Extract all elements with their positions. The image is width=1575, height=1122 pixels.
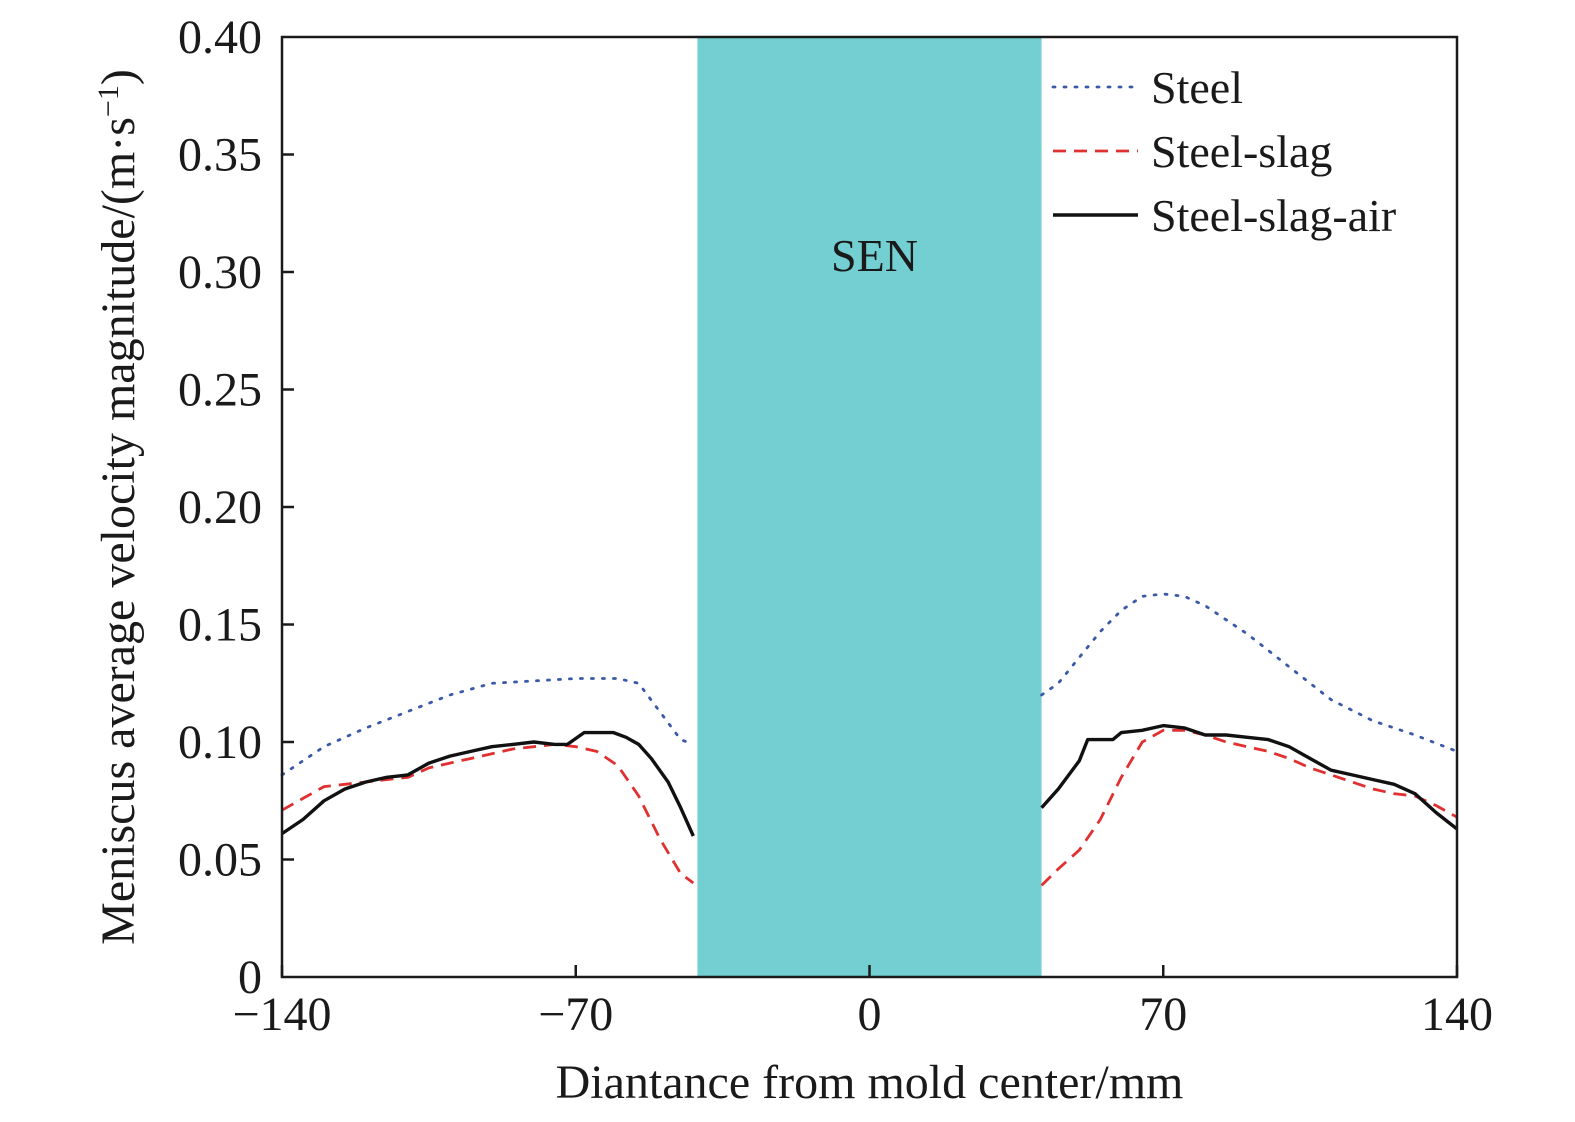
series-line-segment [281, 730, 695, 837]
series-line-segment [1040, 723, 1459, 831]
legend-label: Steel [1151, 62, 1243, 113]
series-layer [280, 592, 1459, 887]
y-tick-label: 0.05 [178, 834, 262, 887]
x-tick-label: −140 [232, 988, 331, 1041]
legend: Steel Steel-slag Steel-slag-air [1051, 62, 1396, 241]
y-tick-label: 0 [238, 951, 262, 1004]
legend-item: Steel [1051, 62, 1243, 113]
series-steel [280, 592, 1459, 777]
y-axis-title-superscript: −1 [92, 85, 125, 117]
x-tick-label: 0 [858, 988, 882, 1041]
series-line-segment [1040, 592, 1459, 753]
x-axis-title: Diantance from mold center/mm [556, 1056, 1184, 1109]
x-tick-label: 70 [1139, 988, 1187, 1041]
sen-band-label: SEN [831, 230, 918, 281]
y-tick-label: 0.30 [178, 246, 262, 299]
y-axis-title: Meniscus average velocity magnitude/(m·s… [92, 69, 146, 945]
y-tick-label: 0.10 [178, 716, 262, 769]
y-tick-label: 0.20 [178, 481, 262, 534]
sen-band-layer: SEN [697, 37, 1042, 977]
y-tick-label: 0.35 [178, 129, 262, 182]
y-tick-label: 0.40 [178, 11, 262, 64]
legend-item: Steel-slag [1053, 126, 1332, 177]
y-tick-label: 0.15 [178, 599, 262, 652]
legend-label: Steel-slag-air [1151, 190, 1396, 241]
sen-band [697, 37, 1042, 977]
ticks-layer: −140 −70 0 70 140 0 0.05 0.10 0.15 0.20 0.25 0.30 0.… [178, 11, 1493, 1041]
x-tick-label: 140 [1421, 988, 1493, 1041]
series-line-segment [1040, 728, 1458, 887]
series-line-segment [281, 743, 695, 885]
x-tick-label: −70 [538, 988, 613, 1041]
y-tick-label: 0.25 [178, 364, 262, 417]
y-axis-title-main: Meniscus average velocity magnitude/(m·s [92, 117, 145, 945]
series-line-segment [280, 677, 695, 777]
legend-label: Steel-slag [1151, 126, 1332, 177]
series-steel-slag-air [281, 723, 1459, 837]
series-steel-slag [281, 728, 1458, 887]
legend-item: Steel-slag-air [1053, 190, 1396, 241]
y-axis-title-close: ) [92, 69, 145, 85]
